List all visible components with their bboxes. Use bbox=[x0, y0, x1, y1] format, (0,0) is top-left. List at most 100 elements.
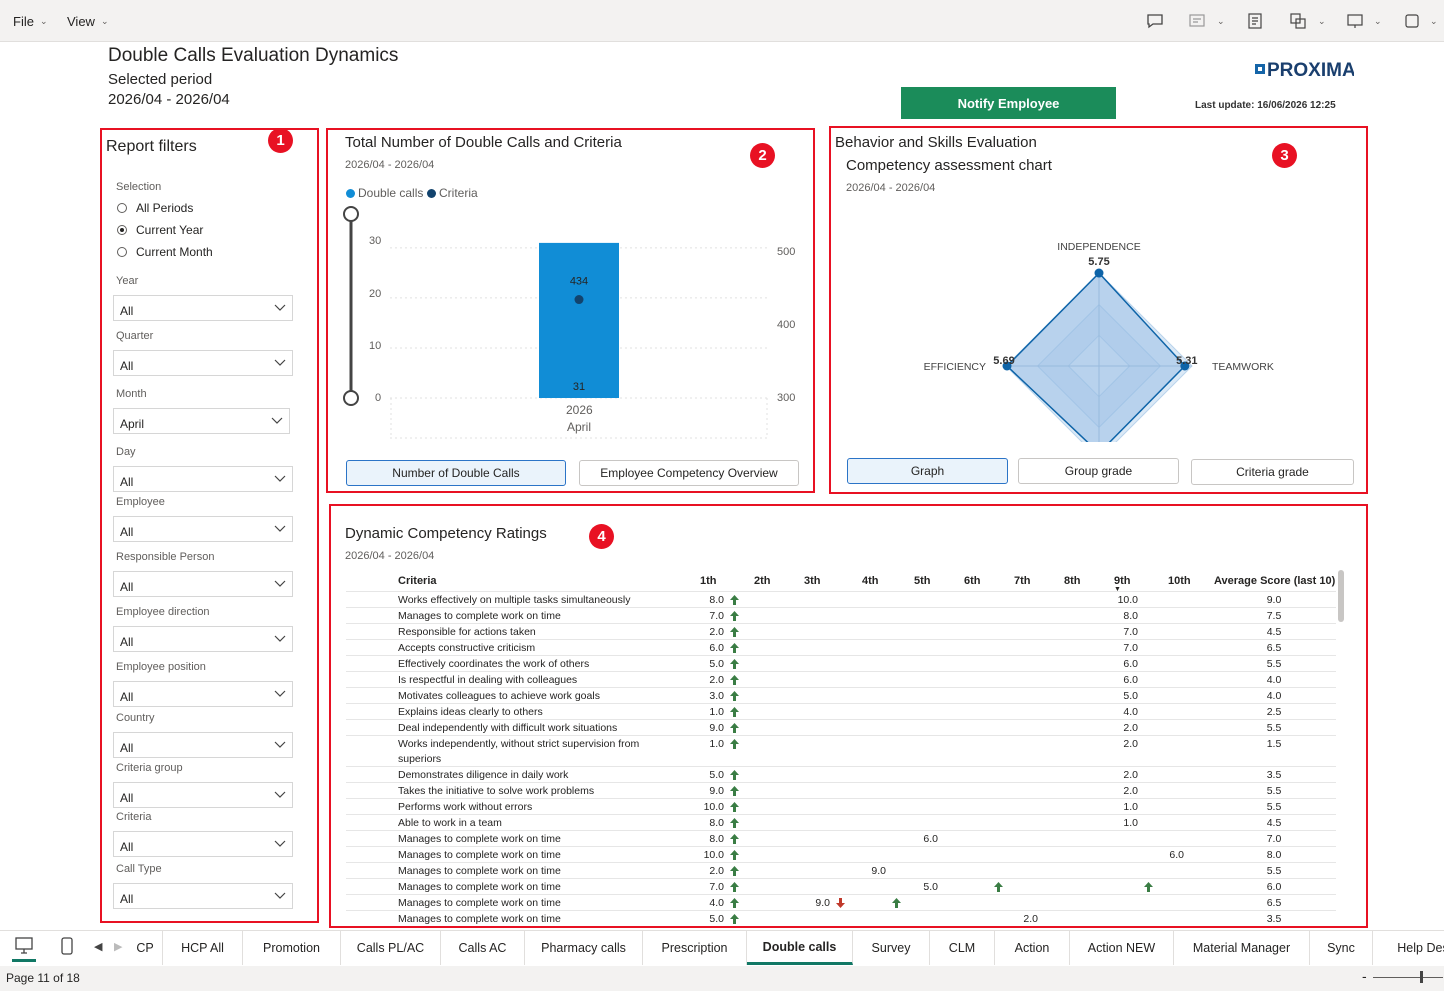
filter-dropdown[interactable]: All bbox=[113, 466, 293, 492]
table-row[interactable]: Effectively coordinates the work of othe… bbox=[346, 655, 1336, 671]
zoom-slider-thumb[interactable] bbox=[1420, 971, 1423, 983]
point-criteria[interactable] bbox=[574, 295, 584, 305]
column-header-criteria[interactable]: Criteria bbox=[398, 575, 437, 587]
column-header[interactable]: 2th bbox=[754, 575, 771, 587]
filter-dropdown[interactable]: All bbox=[113, 732, 293, 758]
share-icon[interactable] bbox=[1289, 12, 1307, 30]
translate-icon[interactable] bbox=[1188, 12, 1206, 30]
page-tab[interactable]: HCP All bbox=[163, 931, 243, 965]
chevron-down-icon[interactable]: ⌄ bbox=[1217, 16, 1225, 26]
column-header[interactable]: 1th bbox=[700, 575, 717, 587]
page-tab[interactable]: CLM bbox=[930, 931, 995, 965]
radio-current-year[interactable]: Current Year bbox=[117, 223, 203, 237]
table-row[interactable]: Manages to complete work on time 5.0 2.0 3.… bbox=[346, 910, 1336, 926]
table-row[interactable]: Accepts constructive criticism 6.0 7.0 6.5 bbox=[346, 639, 1336, 655]
number-of-double-calls-button[interactable]: Number of Double Calls bbox=[346, 460, 566, 486]
notify-employee-button[interactable]: Notify Employee bbox=[901, 87, 1116, 119]
legend-criteria[interactable]: Criteria bbox=[427, 186, 478, 200]
table-scrollbar[interactable] bbox=[1338, 570, 1344, 622]
filter-dropdown[interactable]: All bbox=[113, 831, 293, 857]
chevron-down-icon[interactable]: ⌄ bbox=[1374, 16, 1382, 26]
table-row[interactable]: Manages to complete work on time 7.0 5.0 6.… bbox=[346, 878, 1336, 894]
table-row[interactable]: Performs work without errors 10.0 1.0 5.5 bbox=[346, 798, 1336, 814]
window-icon[interactable] bbox=[1403, 12, 1421, 30]
table-row[interactable]: Responsible for actions taken 2.0 7.0 4.5 bbox=[346, 623, 1336, 639]
column-header-average[interactable]: Average Score (last 10) bbox=[1214, 575, 1336, 587]
filter-dropdown[interactable]: All bbox=[113, 350, 293, 376]
scroll-right-icon[interactable]: ▶ bbox=[114, 941, 123, 953]
page-tab[interactable]: Promotion bbox=[243, 931, 341, 965]
legend-double-calls[interactable]: Double calls bbox=[346, 186, 423, 200]
desktop-view-icon[interactable] bbox=[14, 937, 34, 955]
column-header[interactable]: 9th bbox=[1114, 575, 1131, 587]
table-row[interactable]: Explains ideas clearly to others 1.0 4.0 2.… bbox=[346, 703, 1336, 719]
filter-dropdown[interactable]: April bbox=[113, 408, 290, 434]
page-tab[interactable]: Action bbox=[995, 931, 1070, 965]
criteria-grade-button[interactable]: Criteria grade bbox=[1191, 459, 1354, 485]
radio-current-month[interactable]: Current Month bbox=[117, 245, 213, 259]
view-menu[interactable]: View ⌄ bbox=[67, 14, 109, 29]
radar-series[interactable] bbox=[1005, 271, 1186, 442]
file-menu[interactable]: File ⌄ bbox=[13, 14, 48, 29]
group-grade-button[interactable]: Group grade bbox=[1018, 458, 1179, 484]
column-header[interactable]: 3th bbox=[804, 575, 821, 587]
chevron-down-icon[interactable]: ⌄ bbox=[1430, 16, 1438, 26]
table-row[interactable]: Works independently, without strict supe… bbox=[346, 735, 1336, 766]
page-tab[interactable]: Double calls bbox=[747, 931, 853, 965]
table-row[interactable]: Takes the initiative to solve work probl… bbox=[346, 782, 1336, 798]
filter-dropdown[interactable]: All bbox=[113, 571, 293, 597]
column-header[interactable]: 4th bbox=[862, 575, 879, 587]
graph-button[interactable]: Graph bbox=[847, 458, 1008, 484]
zoom-slider[interactable] bbox=[340, 206, 362, 406]
table-row[interactable]: Manages to complete work on time 2.0 9.0 5.… bbox=[346, 862, 1336, 878]
table-row[interactable]: Manages to complete work on time 8.0 6.0 7.… bbox=[346, 830, 1336, 846]
table-row[interactable]: Manages to complete work on time 7.0 8.0 7.… bbox=[346, 607, 1336, 623]
column-header[interactable]: 8th bbox=[1064, 575, 1081, 587]
bar-double-calls[interactable] bbox=[539, 242, 619, 398]
radar-point[interactable] bbox=[1094, 268, 1104, 278]
employee-competency-overview-button[interactable]: Employee Competency Overview bbox=[579, 460, 799, 486]
notes-icon[interactable] bbox=[1246, 12, 1264, 30]
table-row[interactable]: Motivates colleagues to achieve work goa… bbox=[346, 687, 1336, 703]
scroll-left-icon[interactable]: ◀ bbox=[94, 941, 103, 953]
column-header[interactable]: 5th bbox=[914, 575, 931, 587]
table-row[interactable]: Deal independently with difficult work s… bbox=[346, 719, 1336, 735]
present-icon[interactable] bbox=[1346, 12, 1364, 30]
page-tab[interactable]: Sync bbox=[1310, 931, 1373, 965]
zoom-out-icon[interactable]: - bbox=[1362, 968, 1367, 984]
page-tab[interactable]: Help Des bbox=[1373, 931, 1444, 965]
page-tab[interactable]: Calls AC bbox=[441, 931, 525, 965]
zoom-slider-track[interactable] bbox=[1373, 977, 1443, 978]
table-row[interactable]: Demonstrates diligence in daily work 5.0 2… bbox=[346, 766, 1336, 782]
page-tab[interactable]: Action NEW bbox=[1070, 931, 1174, 965]
page-tab[interactable]: Survey bbox=[853, 931, 930, 965]
comment-icon[interactable] bbox=[1146, 12, 1164, 30]
page-tab[interactable]: Prescription bbox=[643, 931, 747, 965]
filter-dropdown[interactable]: All bbox=[113, 626, 293, 652]
filter-label: Quarter bbox=[116, 330, 154, 342]
score-cell: 2.0 bbox=[1023, 913, 1038, 925]
filter-dropdown[interactable]: All bbox=[113, 883, 293, 909]
filter-dropdown[interactable]: All bbox=[113, 516, 293, 542]
page-tab[interactable]: Material Manager bbox=[1174, 931, 1310, 965]
table-row[interactable]: Able to work in a team 8.0 1.0 4.5 bbox=[346, 814, 1336, 830]
radio-all-periods[interactable]: All Periods bbox=[117, 201, 193, 215]
column-header[interactable]: 10th bbox=[1168, 575, 1191, 587]
table-row[interactable]: Manages to complete work on time 10.0 6.0 8… bbox=[346, 846, 1336, 862]
table-row[interactable]: Manages to complete work on time 4.0 9.0 6.… bbox=[346, 894, 1336, 910]
filter-dropdown[interactable]: All bbox=[113, 782, 293, 808]
radar-point[interactable] bbox=[1180, 361, 1190, 371]
page-tab[interactable]: Pharmacy calls bbox=[525, 931, 643, 965]
radar-point[interactable] bbox=[1002, 361, 1012, 371]
table-row[interactable]: Is respectful in dealing with colleagues… bbox=[346, 671, 1336, 687]
sort-desc-icon[interactable]: ▼ bbox=[1114, 586, 1121, 593]
mobile-view-icon[interactable] bbox=[60, 937, 74, 955]
chevron-down-icon[interactable]: ⌄ bbox=[1318, 16, 1326, 26]
column-header[interactable]: 6th bbox=[964, 575, 981, 587]
table-row[interactable]: Works effectively on multiple tasks simu… bbox=[346, 591, 1336, 607]
filter-dropdown[interactable]: All bbox=[113, 681, 293, 707]
filter-dropdown[interactable]: All bbox=[113, 295, 293, 321]
page-tab[interactable]: Calls PL/AC bbox=[341, 931, 441, 965]
page-tab[interactable]: CP bbox=[128, 931, 163, 965]
column-header[interactable]: 7th bbox=[1014, 575, 1031, 587]
